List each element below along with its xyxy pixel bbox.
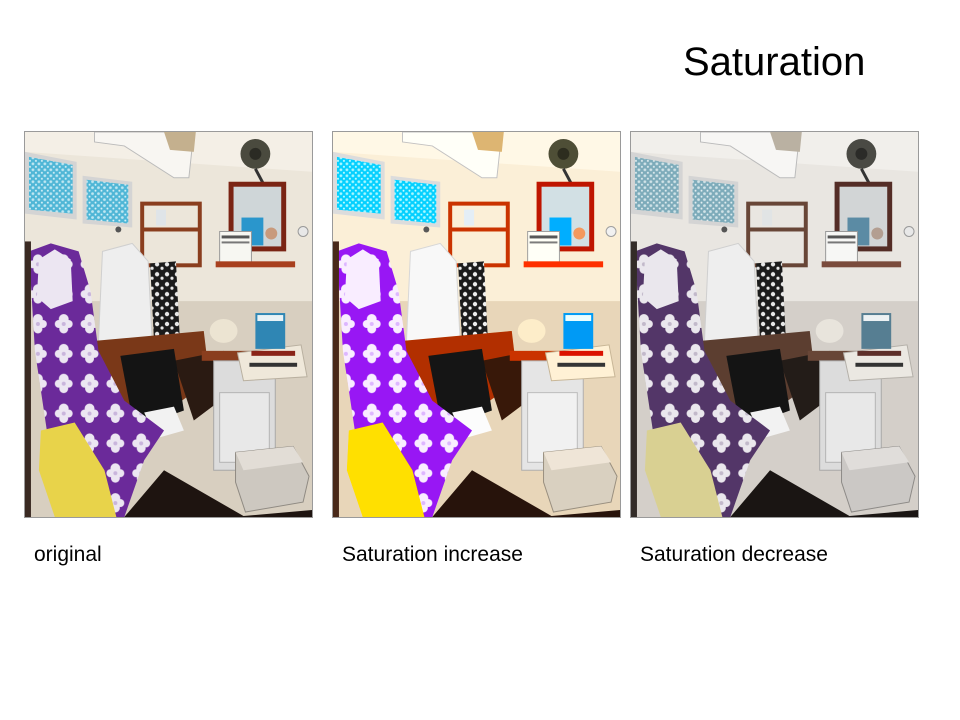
dressing-room-photo-saturated [333,132,620,517]
dressing-room-photo [25,132,312,517]
caption-saturation-increase: Saturation increase [342,543,523,566]
image-panel-original [24,131,313,518]
image-panel-saturation-decrease [630,131,919,518]
slide-title: Saturation [683,40,866,84]
caption-saturation-decrease: Saturation decrease [640,543,828,566]
image-panel-saturation-increase [332,131,621,518]
dressing-room-photo-desaturated [631,132,918,517]
caption-original: original [34,543,102,566]
